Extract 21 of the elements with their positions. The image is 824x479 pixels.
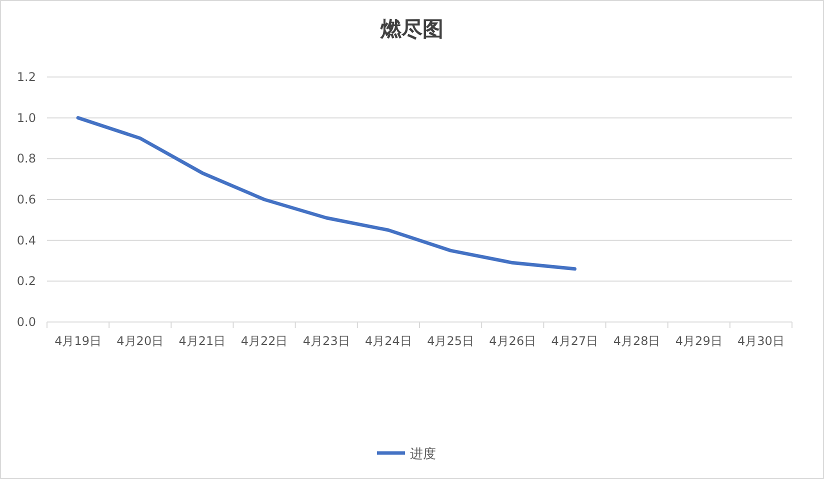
x-tick-label: 4月28日: [613, 334, 660, 348]
y-tick-label: 0.8: [16, 152, 36, 166]
x-tick-label: 4月24日: [365, 334, 412, 348]
x-tick-label: 4月22日: [240, 334, 288, 348]
x-tick-label: 4月21日: [178, 334, 226, 348]
x-tick-label: 4月30日: [738, 334, 784, 348]
x-tick-label: 4月23日: [302, 334, 350, 348]
y-tick-label: 0.6: [16, 192, 36, 206]
x-tick-label: 4月29日: [675, 334, 722, 348]
chart-title: 燃尽图: [380, 17, 444, 41]
x-tick-label: 4月26日: [489, 334, 536, 348]
x-tick-label: 4月20日: [116, 334, 164, 348]
x-tick-label: 4月25日: [427, 334, 474, 348]
y-tick-label: 0.2: [16, 274, 36, 288]
y-tick-label: 0.0: [16, 315, 36, 329]
y-tick-label: 1.2: [16, 70, 36, 84]
x-tick-label: 4月19日: [54, 334, 102, 348]
legend-label: 进度: [410, 446, 436, 462]
x-tick-label: 4月27日: [551, 334, 598, 348]
y-tick-label: 1.0: [16, 110, 36, 125]
y-tick-label: 0.4: [16, 233, 36, 248]
